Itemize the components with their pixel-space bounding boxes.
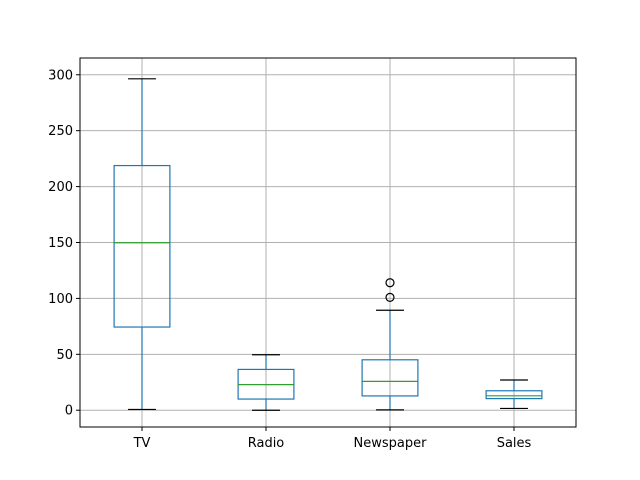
y-tick-label-150: 150	[48, 236, 73, 251]
x-tick-label-radio: Radio	[248, 436, 285, 451]
x-tick-label-tv: TV	[133, 436, 151, 451]
y-axis: 0 50 100 150 200 250 300	[48, 68, 80, 419]
x-tick-label-sales: Sales	[497, 436, 532, 451]
y-tick-label-50: 50	[56, 348, 73, 363]
box-tv	[113, 164, 171, 328]
box-sales	[485, 390, 543, 400]
outlier-newspaper-0	[385, 292, 395, 303]
box-series	[113, 78, 543, 411]
y-tick-label-100: 100	[48, 292, 73, 307]
outlier-newspaper-1	[385, 278, 395, 288]
y-tick-label-200: 200	[48, 180, 73, 195]
x-tick-label-newspaper: Newspaper	[354, 436, 428, 451]
y-tick-label-0: 0	[65, 404, 73, 419]
y-tick-label-300: 300	[48, 68, 73, 83]
box-newspaper	[361, 359, 419, 397]
y-tick-label-250: 250	[48, 124, 73, 139]
x-axis: TV Radio Newspaper Sales	[133, 427, 532, 451]
